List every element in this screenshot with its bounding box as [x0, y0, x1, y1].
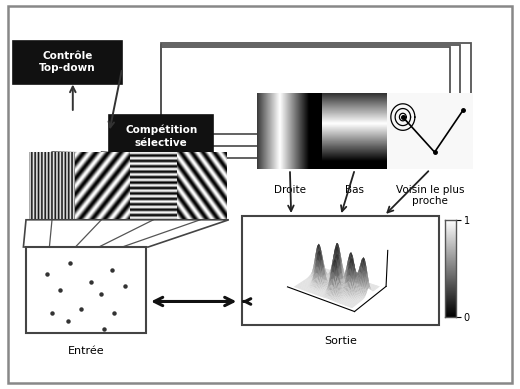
FancyBboxPatch shape: [26, 247, 146, 333]
Text: Voisin le plus
proche: Voisin le plus proche: [396, 185, 464, 207]
Text: Bas: Bas: [345, 185, 365, 195]
Text: Contrôle
Top-down: Contrôle Top-down: [40, 51, 96, 74]
FancyBboxPatch shape: [109, 115, 213, 158]
Text: Droite: Droite: [274, 185, 306, 195]
FancyBboxPatch shape: [242, 216, 439, 325]
Text: Entrée: Entrée: [68, 346, 104, 356]
FancyBboxPatch shape: [8, 6, 512, 383]
FancyBboxPatch shape: [13, 41, 122, 84]
Text: Sortie: Sortie: [324, 336, 357, 347]
Text: Compétition
sélective: Compétition sélective: [125, 125, 197, 147]
